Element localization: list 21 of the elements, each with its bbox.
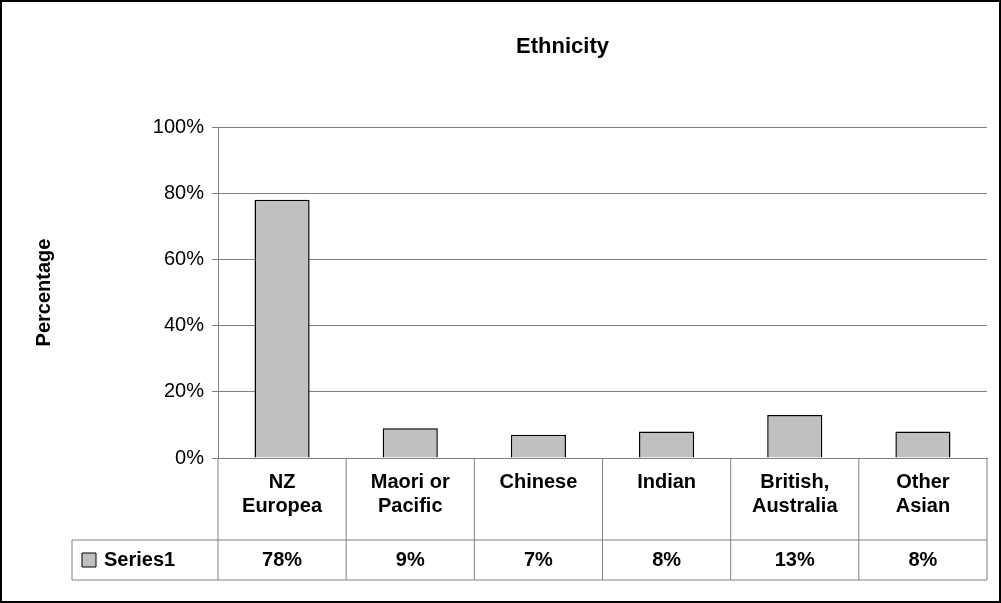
y-tick-label: 100% [152,114,205,137]
data-label: 7% [523,547,554,570]
y-axis-title: Percentage [31,238,54,347]
x-tick-label: Chinese [499,469,578,492]
x-tick-label: NZ Europea [242,469,323,516]
legend-label: Series1 [104,547,176,570]
y-tick-label: 60% [163,246,205,269]
data-label: 9% [395,547,425,570]
y-tick-label: 80% [163,180,205,203]
x-tick-label: Indian [637,469,697,492]
y-tick-label: 0% [175,445,205,468]
data-label: 13% [774,547,815,570]
y-tick-label: 40% [163,313,205,336]
data-label: 8% [652,547,682,570]
x-tick-label: British, Australia [751,469,839,516]
chart-title: Ethnicity [516,33,610,59]
x-tick-label: Maori or Pacific [370,469,450,516]
y-tick-label: 20% [163,379,205,402]
x-tick-label: Other Asian [895,469,951,516]
data-label: 8% [908,547,938,570]
data-label: 78% [262,547,303,570]
